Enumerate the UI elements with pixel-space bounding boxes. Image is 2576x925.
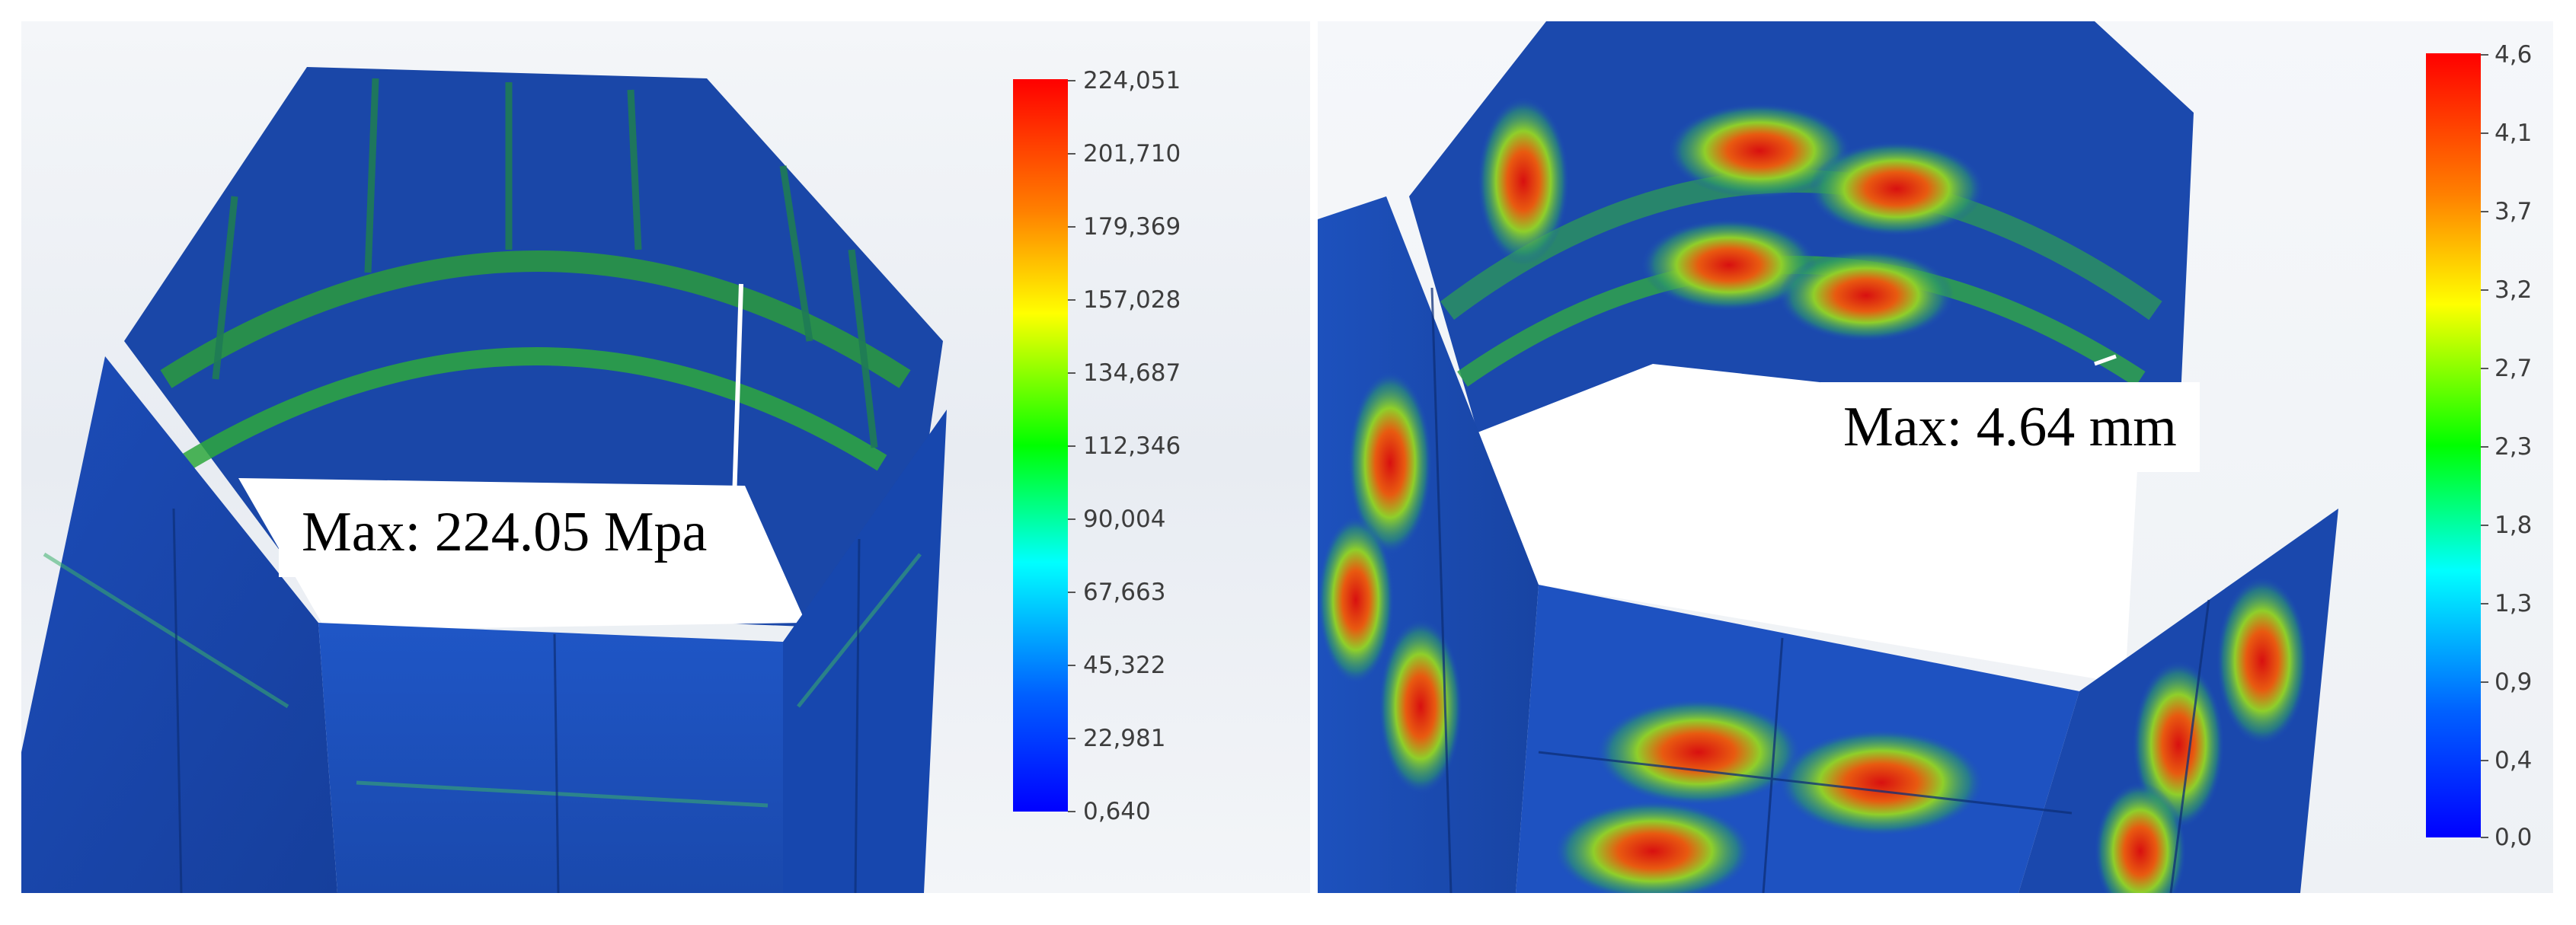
stress-model-wall: [21, 356, 337, 893]
displacement-model-interior: [1409, 21, 2194, 448]
displacement-plot-panel: Max: 4.64 mm 4,6 4,1 3,7: [1318, 21, 2553, 893]
legend-tick-label: 3,2: [2495, 276, 2533, 304]
legend-tick-label: 0,0: [2495, 824, 2533, 851]
legend-tick-label: 2,7: [2495, 355, 2533, 382]
legend-tick-label: 224,051: [1083, 67, 1181, 94]
legend-tick-label: 2,3: [2495, 433, 2533, 461]
legend-tick-label: 90,004: [1083, 506, 1166, 533]
max-probe-line: [731, 283, 743, 525]
displacement-legend-bar: [2426, 53, 2481, 837]
legend-tick-label: 0,9: [2495, 668, 2533, 696]
stress-model-wall: [318, 623, 783, 893]
ring-stiffener: [160, 250, 911, 388]
legend-tick-label: 4,6: [2495, 41, 2533, 69]
legend-tick-label: 45,322: [1083, 652, 1166, 679]
displacement-model-wall: [1318, 196, 1539, 893]
legend-tick-label: 1,8: [2495, 512, 2533, 539]
stress-plot-panel: Max: 224.05 Mpa 224,051 201,: [21, 21, 1310, 893]
legend-tick-label: 67,663: [1083, 579, 1166, 606]
stress-color-legend: [1013, 79, 1068, 812]
legend-tick-label: 112,346: [1083, 432, 1181, 460]
legend-tick-label: 201,710: [1083, 140, 1181, 167]
legend-tick-label: 179,369: [1083, 213, 1181, 241]
displacement-color-legend: [2426, 53, 2481, 837]
max-stress-label: Max: 224.05 Mpa: [302, 501, 708, 563]
max-displacement-callout: Max: 4.64 mm: [1820, 382, 2200, 472]
legend-tick-label: 22,981: [1083, 725, 1166, 752]
stress-legend-bar: [1013, 79, 1068, 812]
legend-tick-label: 1,3: [2495, 590, 2533, 617]
ring-stiffener: [180, 347, 887, 471]
max-displacement-label: Max: 4.64 mm: [1843, 396, 2177, 458]
stress-model-wall: [783, 410, 947, 893]
legend-tick-label: 157,028: [1083, 286, 1181, 314]
max-stress-callout: Max: 224.05 Mpa: [279, 487, 730, 577]
legend-tick-label: 0,640: [1083, 798, 1151, 825]
legend-tick-label: 3,7: [2495, 198, 2533, 225]
max-probe-line: [2094, 354, 2117, 366]
legend-tick-label: 4,1: [2495, 120, 2533, 147]
legend-tick-label: 0,4: [2495, 747, 2533, 774]
legend-tick-label: 134,687: [1083, 359, 1181, 387]
